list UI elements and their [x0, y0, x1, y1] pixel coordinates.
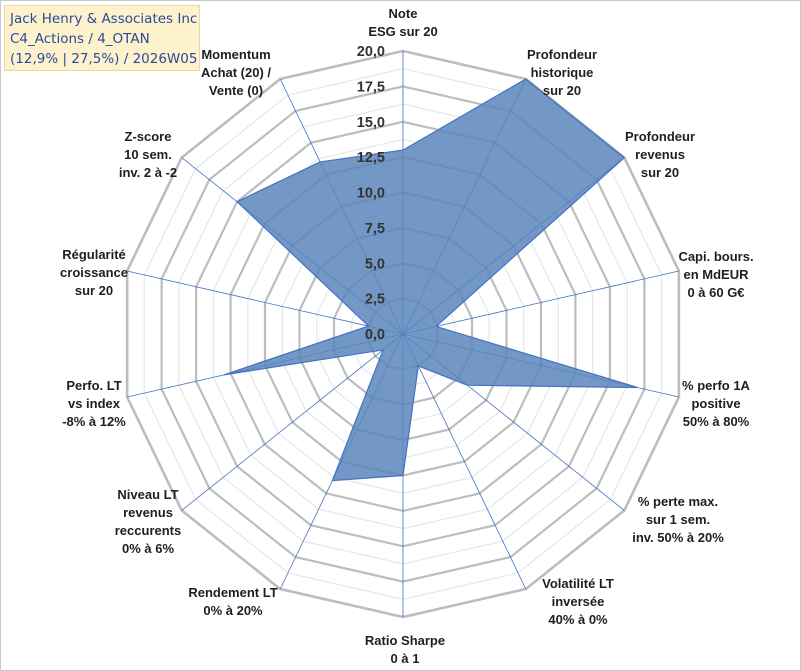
axis-label-line: 50% à 80% — [683, 414, 750, 429]
axis-label-line: revenus — [123, 505, 173, 520]
axis-label-line: Profondeur — [527, 47, 597, 62]
axis-label-line: 0% à 6% — [122, 541, 174, 556]
tick-label: 12,5 — [357, 150, 385, 166]
axis-label-line: revenus — [635, 147, 685, 162]
axis-label-line: Momentum — [201, 47, 270, 62]
axis-label: Rendement LT 0% à 20% — [188, 585, 277, 618]
tick-label: 20,0 — [357, 44, 385, 60]
axis-label-line: croissance — [60, 265, 128, 280]
axis-label-line: inv. 50% à 20% — [632, 530, 724, 545]
axis-label: Capi. bours. en MdEUR 0 à 60 G€ — [678, 249, 753, 300]
tick-label: 0,0 — [365, 327, 385, 343]
axis-label-line: 0 à 1 — [391, 651, 420, 666]
axis-label: Ratio Sharpe 0 à 1 — [365, 633, 445, 666]
axis-label-line: 40% à 0% — [548, 612, 608, 627]
tick-label: 7,5 — [365, 221, 385, 237]
axis-label: Momentum Achat (20) / Vente (0) — [201, 47, 271, 98]
axis-label-line: Volatilité LT — [542, 576, 614, 591]
axis-spoke — [181, 333, 404, 511]
axis-label-line: % perfo 1A — [682, 378, 751, 393]
tick-label: 2,5 — [365, 292, 385, 308]
axis-label-line: Niveau LT — [117, 487, 178, 502]
axis-label-line: sur 20 — [641, 165, 679, 180]
axis-label-line: Note — [389, 6, 418, 21]
axis-label-line: sur 20 — [75, 283, 113, 298]
axis-label-line: Ratio Sharpe — [365, 633, 445, 648]
axis-label-line: 0% à 20% — [203, 603, 263, 618]
series-area — [223, 78, 638, 482]
axis-spoke — [402, 270, 679, 335]
axis-label: Note ESG sur 20 — [368, 6, 437, 39]
axis-label-line: positive — [691, 396, 740, 411]
axis-label-line: Régularité — [62, 247, 126, 262]
tick-label: 5,0 — [365, 256, 385, 272]
axis-label-line: Vente (0) — [209, 83, 263, 98]
axis-label: Volatilité LT inversée 40% à 0% — [542, 576, 614, 627]
axis-label: Z-score 10 sem. inv. 2 à -2 — [119, 129, 177, 180]
title-params: (12,9% | 27,5%) / 2026W05 — [10, 51, 198, 67]
axis-label-line: Z-score — [125, 129, 172, 144]
axis-label: % perfo 1A positive 50% à 80% — [682, 378, 751, 429]
axis-label: Profondeur revenus sur 20 — [625, 129, 695, 180]
chart-title-box: Jack Henry & Associates Inc C4_Actions /… — [4, 5, 200, 71]
axis-label-line: % perte max. — [638, 494, 718, 509]
axis-spoke — [402, 333, 527, 590]
axis-label: Niveau LT revenus reccurents 0% à 6% — [115, 487, 181, 556]
axis-label-line: -8% à 12% — [62, 414, 126, 429]
axis-label-line: vs index — [68, 396, 121, 411]
axis-label-line: sur 20 — [543, 83, 581, 98]
tick-label: 10,0 — [357, 186, 385, 202]
axis-label-line: historique — [531, 65, 594, 80]
axis-label-line: Rendement LT — [188, 585, 277, 600]
axis-label-line: Achat (20) / — [201, 65, 271, 80]
tick-label: 17,5 — [357, 79, 385, 95]
title-category: C4_Actions / 4_OTAN — [10, 31, 150, 47]
axis-label: Régularité croissance sur 20 — [60, 247, 128, 298]
axis-label: Perfo. LT vs index -8% à 12% — [62, 378, 126, 429]
axis-label-line: Profondeur — [625, 129, 695, 144]
axis-label: Profondeur historique sur 20 — [527, 47, 597, 98]
axis-spoke — [127, 270, 404, 335]
axis-label-line: reccurents — [115, 523, 181, 538]
tick-label: 15,0 — [357, 115, 385, 131]
axis-label-line: ESG sur 20 — [368, 24, 437, 39]
axis-label-line: 10 sem. — [124, 147, 172, 162]
axis-label-line: Perfo. LT — [66, 378, 121, 393]
axis-label-line: sur 1 sem. — [646, 512, 710, 527]
axis-label-line: inv. 2 à -2 — [119, 165, 177, 180]
title-company: Jack Henry & Associates Inc — [10, 11, 198, 27]
axis-label-line: 0 à 60 G€ — [687, 285, 744, 300]
axis-label-line: Capi. bours. — [678, 249, 753, 264]
axis-label-line: en MdEUR — [684, 267, 750, 282]
axis-label-line: inversée — [552, 594, 605, 609]
axis-label: % perte max. sur 1 sem. inv. 50% à 20% — [632, 494, 724, 545]
